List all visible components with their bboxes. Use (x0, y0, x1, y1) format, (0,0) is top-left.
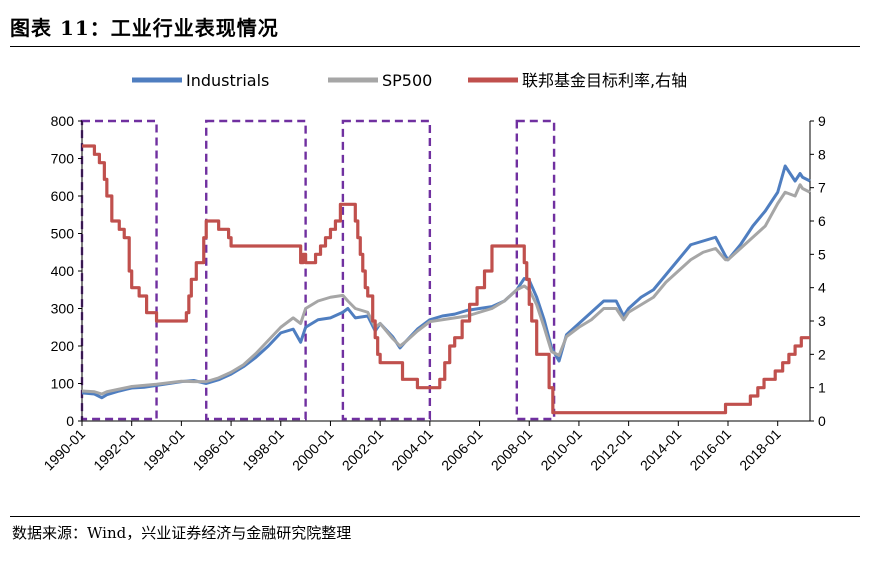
y-left-tick-label: 600 (51, 188, 75, 204)
source-note: 数据来源：Wind，兴业证券经济与金融研究院整理 (12, 524, 352, 542)
y-right-tick-label: 8 (818, 146, 826, 162)
series-lines (81, 144, 811, 415)
y-left-tick-label: 400 (51, 263, 75, 279)
x-tick-label: 2008-01 (488, 426, 536, 474)
y-right-tick-label: 3 (818, 313, 826, 329)
y-left-tick-label: 200 (51, 338, 75, 354)
y-left-tick-label: 0 (66, 413, 74, 429)
y-right-tick-label: 5 (818, 246, 826, 262)
x-tick-label: 2012-01 (587, 426, 635, 474)
legend-label: SP500 (382, 71, 432, 90)
bottom-divider (10, 516, 860, 517)
y-right-tick-label: 2 (818, 346, 826, 362)
highlight-box (80, 119, 158, 421)
series-line-1 (81, 183, 811, 396)
y-right-tick-label: 1 (818, 380, 826, 396)
x-tick-label: 1992-01 (90, 426, 138, 474)
legend-label: Industrials (186, 71, 269, 90)
y-left-tick-label: 100 (51, 376, 75, 392)
x-tick-label: 2018-01 (736, 426, 784, 474)
highlight-boxes (80, 119, 556, 421)
y-right-tick-label: 0 (818, 413, 826, 429)
y-right-tick-label: 4 (818, 280, 826, 296)
x-tick-label: 1990-01 (40, 426, 88, 474)
y-left-tick-label: 300 (51, 301, 75, 317)
page-title: 图表 11：工业行业表现情况 (10, 16, 279, 40)
x-tick-label: 2006-01 (438, 426, 486, 474)
highlight-box (341, 119, 432, 421)
series-line-0 (81, 164, 811, 400)
y-left-tick-label: 800 (51, 113, 75, 129)
x-tick-label: 2014-01 (637, 426, 685, 474)
series-line-2 (82, 144, 810, 415)
y-right-tick-label: 6 (818, 213, 826, 229)
x-tick-label: 1994-01 (140, 426, 188, 474)
x-tick-label: 1998-01 (239, 426, 287, 474)
highlight-box (515, 119, 556, 421)
y-right-tick-label: 9 (818, 113, 826, 129)
y-left-tick-label: 500 (51, 226, 75, 242)
x-tick-label: 2002-01 (339, 426, 387, 474)
legend: Industrials SP500 联邦基金目标利率,右轴 (132, 71, 687, 90)
legend-label: 联邦基金目标利率,右轴 (522, 71, 687, 90)
x-tick-label: 2004-01 (388, 426, 436, 474)
x-tick-label: 2016-01 (686, 426, 734, 474)
x-tick-label: 2010-01 (537, 426, 585, 474)
x-tick-label: 1996-01 (190, 426, 238, 474)
top-divider (10, 46, 860, 47)
axes: 0 100 200 300 400 500 600 700 800 0 1 2 3 4 5 6 7 8 9 1990-… (40, 113, 826, 473)
highlight-box (205, 119, 307, 421)
x-tick-label: 2000-01 (289, 426, 337, 474)
y-right-tick-label: 7 (818, 180, 826, 196)
y-left-tick-label: 700 (51, 151, 75, 167)
